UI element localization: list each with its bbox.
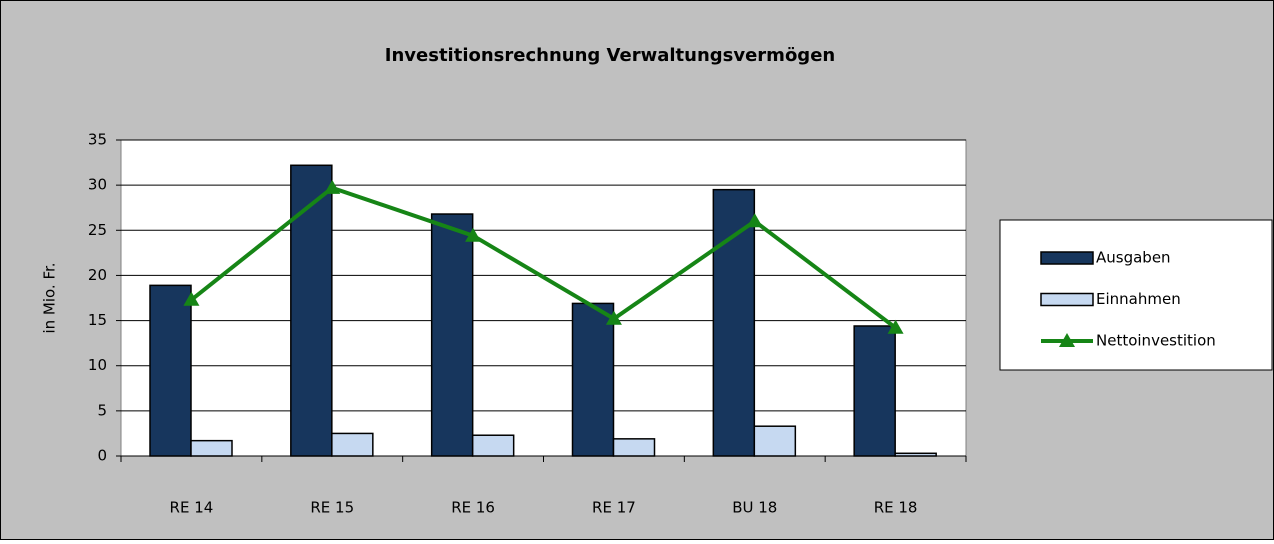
legend-swatch: [1040, 251, 1094, 265]
y-axis-label: in Mio. Fr.: [41, 262, 59, 333]
y-tick-label: 35: [88, 131, 107, 149]
bar: [894, 452, 937, 457]
bar: [471, 434, 515, 457]
bar: [190, 439, 233, 457]
bar: [753, 425, 797, 457]
y-tick-label: 30: [88, 176, 107, 194]
legend-label: Nettoinvestition: [1096, 332, 1216, 350]
bar: [571, 302, 615, 457]
line-marker: [324, 179, 341, 194]
bar: [612, 438, 656, 457]
line-marker: [746, 213, 763, 228]
chart-title: Investitionsrechnung Verwaltungsvermögen: [385, 45, 835, 66]
legend-swatch: [1040, 292, 1094, 307]
y-tick-label: 0: [97, 447, 107, 465]
x-tick-label: RE 17: [592, 499, 636, 517]
x-tick-label: RE 16: [451, 499, 495, 517]
bar: [290, 164, 333, 457]
y-tick-label: 20: [88, 266, 107, 284]
legend-label: Einnahmen: [1096, 290, 1181, 308]
line-marker: [887, 319, 904, 334]
bar: [853, 325, 896, 457]
x-tick-label: BU 18: [732, 499, 777, 517]
line-marker: [605, 310, 622, 325]
y-tick-label: 5: [97, 401, 107, 419]
line-marker: [465, 227, 482, 242]
plot-area: [120, 139, 967, 457]
x-tick-label: RE 15: [310, 499, 354, 517]
line-series: [190, 185, 897, 330]
y-tick-label: 25: [88, 221, 107, 239]
bar: [430, 213, 474, 457]
x-tick-label: RE 14: [170, 499, 214, 517]
legend-label: Ausgaben: [1096, 249, 1171, 267]
y-tick-label: 15: [88, 311, 107, 329]
bar: [149, 284, 192, 457]
line-marker: [183, 291, 200, 306]
bar: [331, 432, 374, 457]
bar: [712, 188, 756, 457]
y-tick-label: 10: [88, 356, 107, 374]
x-tick-label: RE 18: [874, 499, 918, 517]
legend-swatch: [1059, 333, 1075, 347]
